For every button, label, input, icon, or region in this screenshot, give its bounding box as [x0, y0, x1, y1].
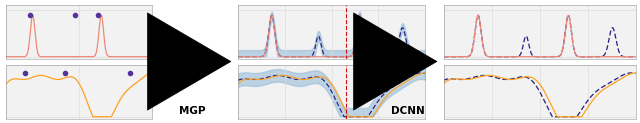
Point	[93, 14, 104, 16]
Point	[60, 72, 70, 74]
Point	[70, 14, 80, 16]
Point	[20, 72, 31, 74]
Text: DCNN: DCNN	[392, 106, 425, 116]
Text: MGP: MGP	[179, 106, 205, 116]
Point	[125, 72, 136, 74]
Point	[24, 14, 35, 16]
